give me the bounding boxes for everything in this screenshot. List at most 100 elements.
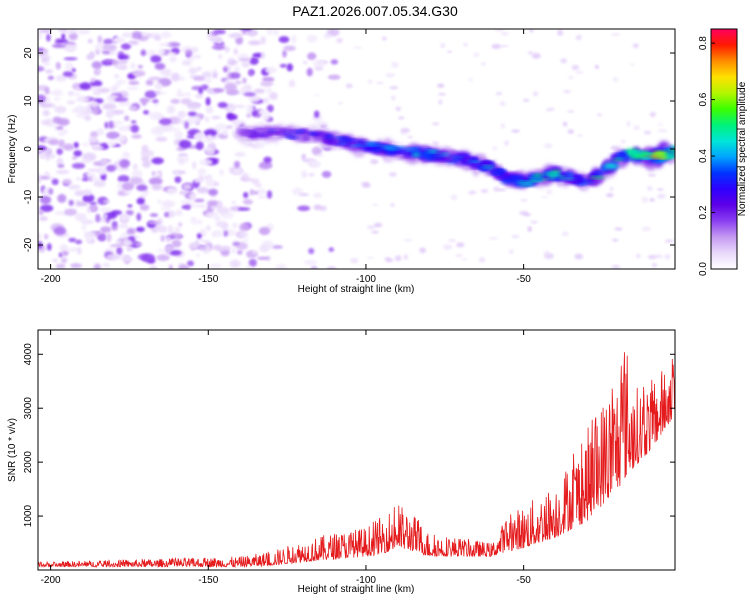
spectrogram-noise-cell (156, 254, 170, 261)
spectrogram-noise-cell (181, 60, 192, 66)
spectrogram-noise-cell (233, 168, 242, 175)
spectrogram-noise-cell (301, 158, 308, 161)
spectrogram-ridge-cell (591, 172, 601, 178)
spectrogram-noise-cell (531, 52, 541, 59)
spectrogram-noise-cell (179, 139, 192, 149)
spectrogram-noise-cell (161, 200, 175, 208)
spectrogram-noise-cell (195, 66, 202, 71)
spectrogram-ridge-cell (282, 134, 293, 137)
spectrogram-noise-cell (312, 59, 327, 68)
spectrogram-noise-cell (57, 164, 65, 168)
spectrogram-noise-cell (264, 66, 277, 74)
spectrogram-noise-cell (440, 42, 446, 49)
spectrogram-noise-cell (90, 176, 99, 182)
spectrogram-ridge-cell (667, 150, 675, 153)
spectrogram-noise-cell (99, 207, 113, 212)
spectrogram-noise-cell (611, 265, 620, 269)
spectrogram-noise-cell (62, 250, 69, 257)
spectrogram-noise-cell (208, 263, 223, 268)
spectrogram-noise-cell (215, 123, 226, 130)
spectrogram-noise-cell (126, 86, 140, 91)
spectrogram-noise-cell (75, 201, 89, 207)
spectrogram-noise-cell (40, 119, 51, 126)
spectrogram-ridge-cell (521, 181, 536, 185)
spectrogram-ridge-cell (650, 156, 667, 159)
spectrogram-noise-cell (158, 118, 172, 126)
spectrogram-ridge-cell (668, 149, 675, 151)
spectrogram-noise-cell (233, 48, 238, 55)
colorbar-tick-label: 0.8 (698, 36, 709, 50)
spectrogram-noise-cell (443, 244, 453, 250)
spectrogram-noise-cell (273, 29, 279, 36)
spectrogram-noise-cell (116, 60, 128, 64)
spectrogram-noise-cell (232, 242, 240, 246)
spectrogram-noise-cell (118, 125, 130, 132)
spectrogram-noise-cell (170, 72, 180, 82)
spectrogram-noise-cell (75, 176, 81, 181)
spectrogram-ridge-cell (266, 132, 283, 135)
spectrogram-noise-cell (104, 121, 109, 129)
spectrogram-noise-cell (431, 141, 440, 145)
spectrogram-noise-cell (44, 233, 49, 240)
spectrogram-noise-cell (190, 216, 197, 225)
spectrogram-noise-cell (626, 120, 631, 127)
spectrogram-ridge-cell (380, 145, 395, 148)
spectrogram-noise-cell (84, 115, 92, 121)
spectrogram-ridge-cell (603, 162, 619, 170)
spectrogram-noise-cell (254, 183, 263, 187)
spectrogram-noise-cell (263, 156, 272, 164)
spectrogram-noise-cell (116, 79, 127, 84)
spectrogram-noise-cell (242, 199, 253, 205)
spectrogram-noise-cell (432, 122, 440, 126)
spectrogram-noise-cell (43, 49, 49, 54)
spectrogram-noise-cell (199, 228, 207, 237)
spectrogram-noise-cell (231, 246, 237, 254)
spectrogram-noise-cell (314, 110, 320, 118)
spectrogram-noise-cell (62, 143, 75, 151)
spectrogram-noise-cell (86, 54, 93, 60)
spectrogram-noise-cell (213, 88, 225, 93)
spectrogram-noise-cell (64, 209, 77, 216)
spectrogram-ridge-cell (295, 130, 305, 133)
spectrogram-noise-cell (594, 64, 600, 70)
spectrogram-noise-cell (77, 247, 82, 255)
y-tick-label: 20 (23, 47, 34, 59)
spectrogram-noise-cell (228, 60, 238, 65)
spectrogram-noise-cell (306, 34, 318, 43)
spectrogram-ridge-cell (436, 152, 443, 155)
spectrogram-noise-cell (647, 186, 653, 191)
spectrogram-noise-cell (91, 107, 100, 115)
y-tick-label: -20 (23, 237, 34, 252)
spectrogram-noise-cell (119, 135, 126, 142)
spectrogram-noise-cell (48, 188, 53, 195)
spectrogram-noise-cell (136, 184, 148, 192)
spectrogram-noise-cell (480, 189, 489, 193)
spectrogram-noise-cell (137, 64, 143, 69)
spectrogram-ridge-layer (233, 122, 675, 191)
spectrogram-noise-cell (90, 77, 96, 83)
spectrogram-noise-cell (494, 29, 504, 32)
spectrogram-noise-cell (242, 77, 247, 84)
spectrogram-noise-cell (117, 64, 128, 71)
spectrogram-ridge-cell (612, 158, 624, 161)
spectrogram-noise-cell (233, 160, 241, 169)
spectrogram-ridge-cell (426, 150, 440, 153)
spectrogram-noise-cell (158, 225, 168, 233)
x-tick-label: -100 (356, 575, 376, 586)
spectrogram-noise-cell (66, 30, 75, 35)
spectrogram-noise-cell (205, 225, 211, 231)
spectrogram-noise-cell (83, 189, 92, 197)
spectrogram-noise-cell (243, 238, 248, 242)
spectrogram-noise-cell (56, 148, 63, 156)
spectrogram-noise-cell (201, 71, 213, 79)
spectrogram-ridge-cell (268, 129, 276, 132)
snr-y-label: SNR (10 * v/v) (7, 418, 18, 482)
spectrogram-noise-cell (184, 121, 189, 130)
spectrogram-noise-cell (543, 143, 553, 149)
spectrogram-noise-cell (174, 131, 184, 139)
spectrogram-noise-cell (71, 156, 78, 160)
spectrogram-ridge-cell (241, 131, 253, 135)
spectrogram-noise-cell (248, 258, 257, 267)
spectrogram-noise-cell (71, 68, 76, 73)
spectrogram-noise-cell (106, 253, 119, 261)
